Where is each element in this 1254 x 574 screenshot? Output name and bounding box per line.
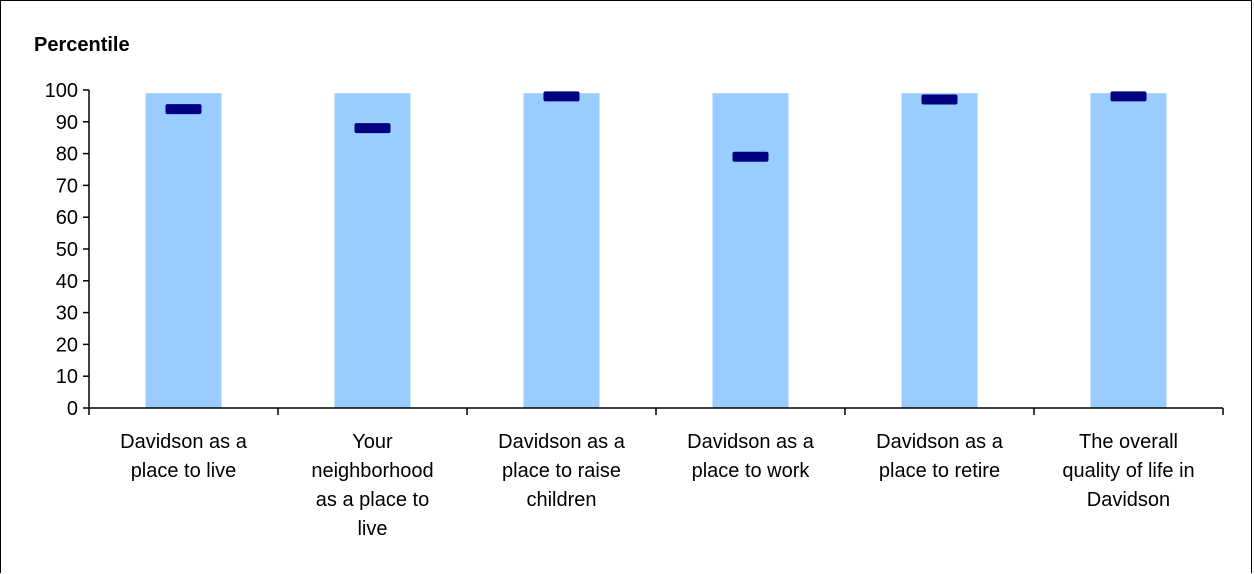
bar-group <box>145 93 1167 409</box>
y-tick-label-5: 50 <box>56 239 78 261</box>
axes <box>88 90 1224 415</box>
category-label-2: Davidson as a place to raise children <box>498 431 626 511</box>
y-tick-label-7: 70 <box>56 175 78 197</box>
category-label-1: Your neighborhood as a place to live <box>311 431 433 540</box>
bar-1 <box>334 93 411 409</box>
category-label-5: The overall quality of life in Davidson <box>1062 431 1194 511</box>
y-tick-label-4: 40 <box>56 271 78 293</box>
marker-5 <box>1110 91 1147 102</box>
y-tick-label-6: 60 <box>56 207 78 229</box>
x-category-labels: Davidson as a place to live Your neighborho… <box>120 431 1195 540</box>
y-tick-label-0: 0 <box>67 398 78 420</box>
marker-3 <box>732 151 769 162</box>
y-tick-label-8: 80 <box>56 144 78 166</box>
marker-group <box>165 91 1147 162</box>
y-ticks: 0 10 20 30 40 50 60 70 80 90 100 <box>45 80 89 420</box>
bar-5 <box>1090 93 1167 409</box>
marker-4 <box>921 94 958 105</box>
category-label-4: Davidson as a place to retire <box>876 431 1004 482</box>
bar-4 <box>901 93 978 409</box>
bar-2 <box>523 93 600 409</box>
y-axis-title: Percentile <box>34 34 130 56</box>
bar-0 <box>145 93 222 409</box>
y-tick-label-9: 90 <box>56 112 78 134</box>
category-label-0: Davidson as a place to live <box>120 431 248 482</box>
y-tick-label-10: 100 <box>45 80 78 102</box>
y-tick-label-1: 10 <box>56 366 78 388</box>
marker-0 <box>165 104 202 115</box>
marker-2 <box>543 91 580 102</box>
category-label-3: Davidson as a place to work <box>687 431 815 482</box>
y-tick-label-3: 30 <box>56 303 78 325</box>
marker-1 <box>354 123 391 134</box>
bar-3 <box>712 93 789 409</box>
y-tick-label-2: 20 <box>56 334 78 356</box>
